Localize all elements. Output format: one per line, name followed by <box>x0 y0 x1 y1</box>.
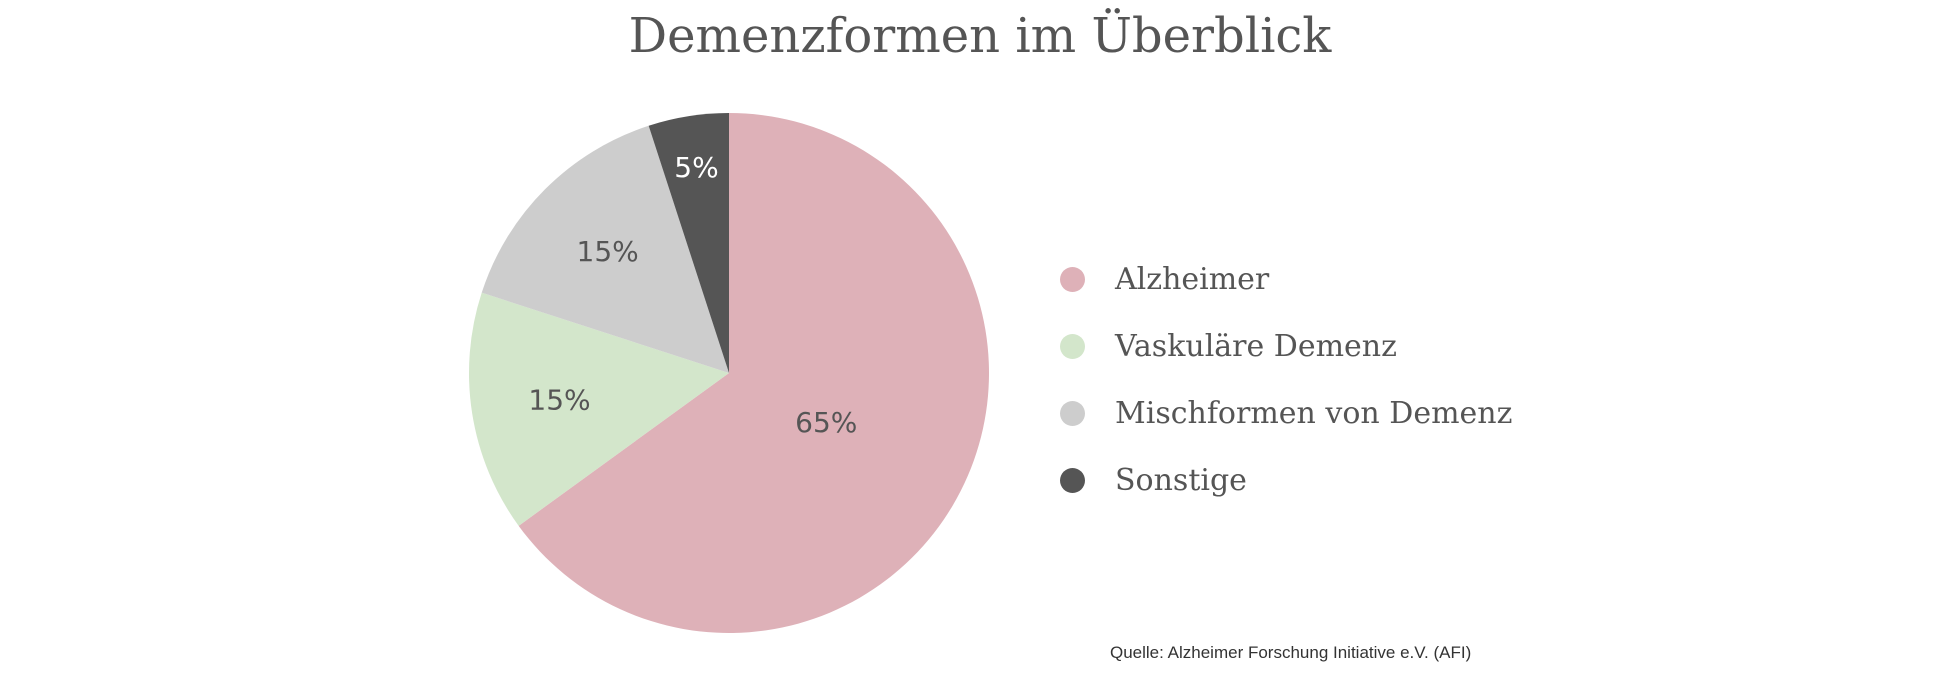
legend-item-vaskulaere-demenz: Vaskuläre Demenz <box>1060 313 1512 380</box>
legend-dot-sonstige <box>1060 468 1085 493</box>
legend-label-mischformen: Mischformen von Demenz <box>1115 396 1513 431</box>
pie-slice-mischformen <box>481 125 729 373</box>
legend-dot-mischformen <box>1060 401 1085 426</box>
pie-slice-vaskulaere-demenz <box>469 292 729 526</box>
pie-label-mischformen: 15% <box>577 235 639 268</box>
legend: Alzheimer Vaskuläre Demenz Mischformen v… <box>1060 246 1512 514</box>
pie-label-alzheimer: 65% <box>795 406 857 439</box>
legend-item-sonstige: Sonstige <box>1060 447 1512 514</box>
legend-item-mischformen: Mischformen von Demenz <box>1060 380 1512 447</box>
pie-slice-sonstige <box>648 113 729 373</box>
pie-slice-alzheimer <box>518 113 989 633</box>
pie-label-vaskulaere-demenz: 15% <box>528 383 590 416</box>
legend-item-alzheimer: Alzheimer <box>1060 246 1512 313</box>
legend-label-alzheimer: Alzheimer <box>1115 262 1270 297</box>
legend-label-vaskulaere-demenz: Vaskuläre Demenz <box>1115 329 1397 364</box>
legend-dot-vaskulaere-demenz <box>1060 334 1085 359</box>
chart-title: Demenzformen im Überblick <box>628 8 1332 64</box>
legend-dot-alzheimer <box>1060 267 1085 292</box>
legend-label-sonstige: Sonstige <box>1115 463 1247 498</box>
pie-label-sonstige: 5% <box>674 151 718 184</box>
source-note: Quelle: Alzheimer Forschung Initiative e… <box>1110 643 1472 662</box>
